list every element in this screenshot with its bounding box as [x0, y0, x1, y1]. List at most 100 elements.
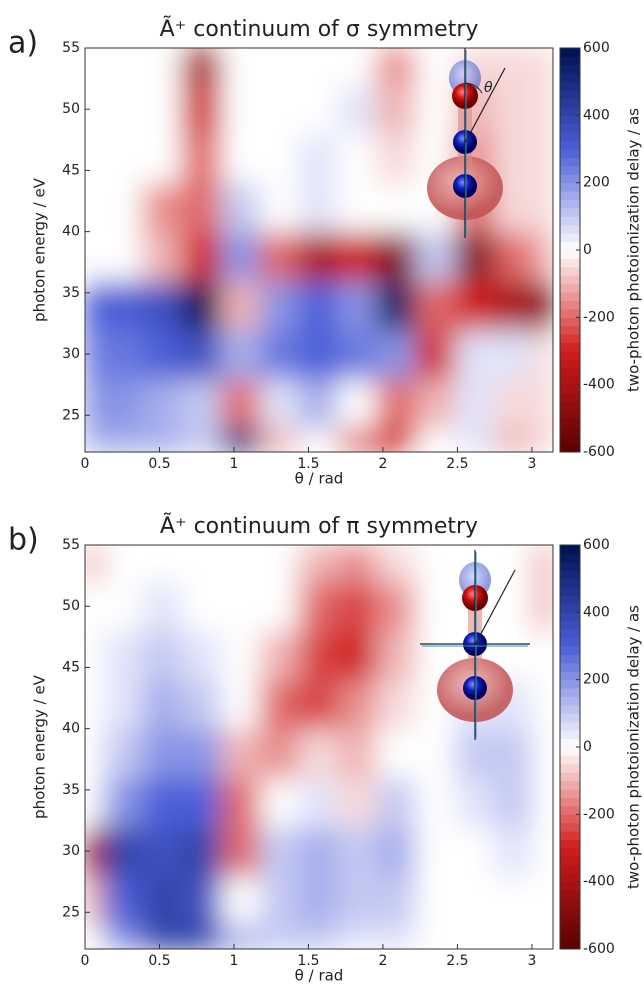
colorbar-step	[560, 132, 580, 142]
inset-label: θ	[484, 80, 493, 96]
colorbar-step	[560, 207, 580, 217]
heat-cell	[415, 923, 457, 949]
heat-cell	[85, 83, 106, 135]
heat-cell	[221, 580, 262, 632]
colorbar-step	[560, 923, 580, 933]
heat-cell	[298, 678, 340, 730]
heat-cell	[375, 678, 418, 730]
heat-cell	[532, 377, 553, 429]
heat-cell	[85, 727, 106, 779]
colorbar-step	[560, 351, 580, 360]
colorbar-step	[560, 376, 580, 386]
x-tick-label: 2.5	[446, 456, 468, 472]
heat-cell	[259, 874, 301, 926]
heat-cell	[181, 545, 224, 583]
colorbar-step	[560, 443, 580, 453]
heat-cell	[375, 629, 418, 681]
colorbar-step	[560, 308, 580, 318]
colorbar-step	[560, 595, 580, 605]
heat-cell	[532, 426, 553, 452]
heat-cell	[181, 727, 224, 779]
heat-cell	[415, 377, 457, 429]
plot-frame	[84, 544, 554, 950]
heat-cell	[375, 825, 418, 877]
colorbar-step	[560, 704, 580, 714]
colorbar-step	[560, 191, 580, 200]
heat-cell	[142, 923, 184, 949]
colorbar-step	[560, 797, 580, 807]
heat-cell	[298, 48, 340, 86]
colorbar-tick-label: -400	[583, 874, 615, 890]
colorbar-step	[560, 898, 580, 908]
colorbar-step	[560, 873, 580, 883]
heat-cell	[259, 923, 301, 949]
heat-cell	[415, 279, 457, 331]
heat-cell	[298, 629, 340, 681]
colorbar-step	[560, 721, 580, 731]
heat-cell	[493, 132, 535, 184]
colorbar-tick-label: -600	[583, 444, 615, 460]
heat-cell	[85, 678, 106, 730]
heat-cell	[375, 132, 418, 184]
heat-cell	[181, 874, 224, 926]
heat-cell	[532, 678, 553, 730]
heat-cell	[454, 923, 496, 949]
colorbar-step	[560, 401, 580, 411]
heat-cell	[85, 181, 106, 233]
colorbar-step	[560, 64, 580, 74]
colorbar-step	[560, 73, 580, 83]
colorbar-step	[560, 182, 580, 192]
heat-cell	[85, 874, 106, 926]
heat-cell	[142, 83, 184, 135]
colorbar-step	[560, 814, 580, 824]
heat-cell	[85, 545, 106, 583]
heat-cell	[454, 825, 496, 877]
heat-cell	[142, 678, 184, 730]
heat-cell	[493, 279, 535, 331]
heat-cell	[221, 279, 262, 331]
heat-cell	[375, 923, 418, 949]
heat-cell	[259, 776, 301, 828]
y-tick-label: 55	[62, 40, 80, 56]
heat-cell	[181, 230, 224, 282]
colorbar-step	[560, 856, 580, 866]
heat-cell	[375, 230, 418, 282]
heat-cell	[454, 230, 496, 282]
heat-cell	[493, 776, 535, 828]
heat-cell	[298, 426, 340, 452]
x-tick-label: 0	[81, 953, 90, 969]
heat-cell	[221, 181, 262, 233]
plot-frame	[84, 47, 554, 453]
heat-cell	[375, 776, 418, 828]
x-tick-label: 0.5	[148, 456, 170, 472]
colorbar-step	[560, 140, 580, 150]
colorbar-tick-label: 400	[583, 604, 610, 620]
x-tick-label: 1	[230, 953, 239, 969]
heat-cell	[532, 230, 553, 282]
heat-cell	[337, 825, 378, 877]
heat-cell	[103, 825, 145, 877]
colorbar-step	[560, 738, 580, 748]
heat-cell	[103, 545, 145, 583]
colorbar-step	[560, 906, 580, 916]
heat-cell	[221, 377, 262, 429]
heat-cell	[103, 377, 145, 429]
heat-cell	[415, 83, 457, 135]
heat-cell	[221, 678, 262, 730]
colorbar-step	[560, 839, 580, 849]
heat-cell	[337, 279, 378, 331]
heat-cell	[259, 545, 301, 583]
heat-cell	[142, 426, 184, 452]
heat-cell	[142, 132, 184, 184]
colorbar-step	[560, 216, 580, 226]
heat-cell	[337, 629, 378, 681]
heat-cell	[375, 580, 418, 632]
colorbar-tick-label: 0	[583, 242, 592, 258]
x-tick-label: 3	[527, 953, 536, 969]
heat-cell	[85, 825, 106, 877]
colorbar-step	[560, 435, 580, 445]
heat-cell	[337, 678, 378, 730]
heat-cell	[259, 279, 301, 331]
y-axis-label: photon energy / eV	[31, 177, 49, 322]
heat-cell	[142, 874, 184, 926]
